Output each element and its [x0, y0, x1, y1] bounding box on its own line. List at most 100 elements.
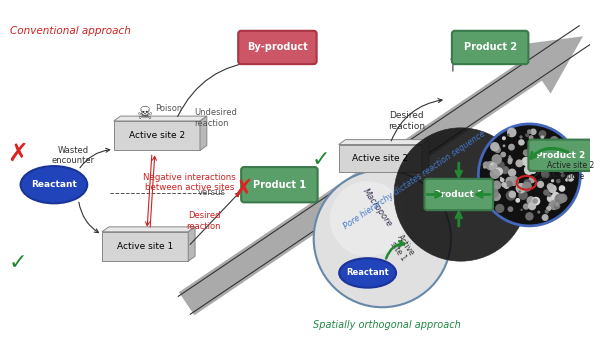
Circle shape [495, 161, 504, 170]
Circle shape [495, 186, 498, 188]
Circle shape [498, 167, 502, 171]
Text: Negative interactions
between active sites: Negative interactions between active sit… [143, 173, 235, 192]
Circle shape [485, 179, 492, 186]
Polygon shape [102, 232, 188, 261]
Circle shape [489, 169, 500, 179]
Circle shape [529, 135, 533, 140]
Circle shape [509, 191, 516, 198]
Circle shape [529, 176, 535, 183]
Text: Desired
reaction: Desired reaction [388, 111, 426, 131]
Circle shape [521, 141, 524, 145]
Text: Active site 2: Active site 2 [547, 160, 594, 170]
Circle shape [540, 145, 544, 150]
Circle shape [507, 159, 512, 164]
Circle shape [539, 130, 547, 138]
Circle shape [543, 147, 551, 155]
Circle shape [559, 193, 568, 203]
Circle shape [554, 199, 557, 201]
Text: Active site 1: Active site 1 [117, 242, 173, 251]
Circle shape [548, 203, 552, 207]
Text: Product 2: Product 2 [536, 151, 585, 160]
Ellipse shape [20, 166, 87, 203]
Circle shape [560, 173, 565, 177]
Text: Spatially orthogonal approach: Spatially orthogonal approach [313, 320, 461, 330]
Circle shape [532, 198, 538, 204]
Circle shape [507, 128, 517, 137]
Circle shape [501, 182, 507, 187]
Circle shape [498, 169, 500, 172]
Circle shape [489, 162, 498, 171]
Circle shape [551, 179, 554, 183]
Circle shape [540, 140, 548, 148]
Circle shape [479, 124, 580, 226]
Circle shape [541, 135, 544, 139]
Circle shape [566, 174, 574, 182]
Circle shape [531, 153, 539, 161]
Circle shape [508, 155, 511, 158]
FancyBboxPatch shape [241, 167, 318, 202]
Circle shape [483, 162, 490, 168]
FancyBboxPatch shape [529, 140, 593, 171]
Circle shape [541, 169, 550, 178]
Circle shape [491, 163, 494, 166]
Circle shape [535, 146, 545, 155]
Circle shape [515, 159, 523, 167]
Circle shape [527, 130, 532, 134]
Circle shape [330, 181, 405, 257]
Circle shape [501, 166, 509, 174]
Circle shape [548, 185, 557, 193]
Circle shape [552, 195, 557, 201]
Polygon shape [339, 144, 422, 172]
Circle shape [554, 193, 565, 204]
Polygon shape [114, 116, 207, 121]
Circle shape [542, 214, 548, 221]
Circle shape [549, 200, 559, 210]
Circle shape [554, 160, 562, 168]
Circle shape [520, 135, 523, 139]
Circle shape [506, 181, 513, 187]
Circle shape [525, 133, 529, 137]
Circle shape [530, 168, 536, 174]
Circle shape [493, 169, 500, 175]
Text: Active site 2: Active site 2 [129, 131, 185, 140]
Text: Active
site 1: Active site 1 [387, 233, 417, 264]
Circle shape [503, 183, 509, 189]
Text: ✗: ✗ [7, 141, 28, 165]
Polygon shape [188, 227, 195, 261]
Circle shape [528, 202, 536, 210]
Circle shape [555, 202, 559, 207]
Circle shape [537, 210, 541, 214]
Circle shape [483, 166, 486, 169]
Circle shape [508, 169, 517, 177]
Circle shape [506, 190, 516, 201]
Circle shape [394, 128, 527, 261]
FancyBboxPatch shape [238, 31, 317, 64]
Circle shape [554, 203, 560, 209]
Circle shape [558, 150, 568, 160]
Text: Undesired
reaction: Undesired reaction [194, 108, 237, 128]
Circle shape [495, 204, 504, 213]
Polygon shape [200, 116, 207, 150]
Circle shape [525, 212, 533, 221]
Circle shape [518, 190, 528, 200]
Circle shape [508, 144, 515, 151]
Circle shape [537, 181, 544, 188]
Circle shape [556, 204, 560, 208]
Text: Conventional approach: Conventional approach [10, 26, 131, 36]
Text: ☠: ☠ [137, 105, 153, 123]
Circle shape [547, 193, 551, 197]
Text: Wasted
encounter: Wasted encounter [52, 146, 95, 165]
Circle shape [523, 149, 530, 156]
Ellipse shape [339, 258, 396, 288]
Circle shape [532, 197, 540, 205]
Circle shape [314, 170, 451, 307]
Circle shape [523, 179, 531, 187]
Circle shape [492, 154, 502, 164]
Circle shape [518, 139, 524, 146]
Circle shape [556, 145, 564, 153]
Circle shape [522, 182, 532, 192]
Circle shape [509, 176, 519, 186]
Text: Reactant: Reactant [346, 269, 389, 277]
Circle shape [564, 151, 568, 154]
Circle shape [547, 183, 554, 190]
